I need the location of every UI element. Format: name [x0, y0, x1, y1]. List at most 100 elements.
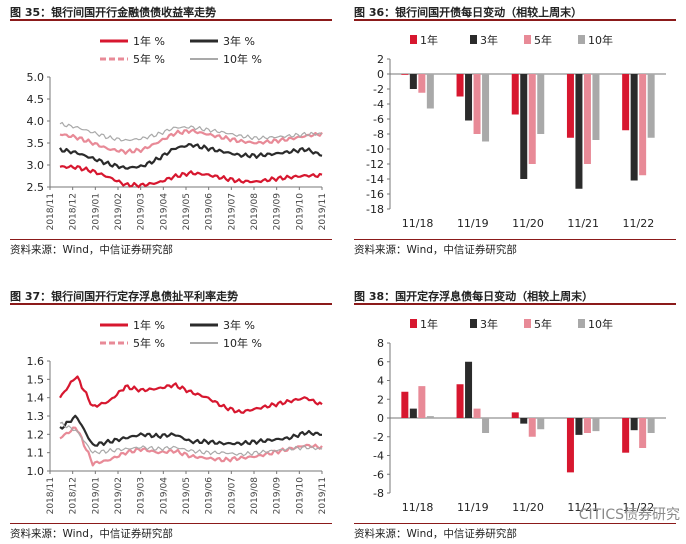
- fig37-x-tick-label-6: 2019/05: [182, 477, 192, 514]
- fig36-legend-label-2: 5年: [534, 33, 552, 47]
- fig36-legend-swatch-2: [524, 35, 531, 44]
- fig36-bar-2-2: [528, 74, 536, 164]
- fig38-legend-label-0: 1年: [420, 317, 438, 331]
- fig35-x-tick-label-8: 2019/07: [227, 193, 237, 230]
- figure-37-title: 图 37：银行间国开行定存浮息债扯平利率走势: [10, 290, 239, 303]
- fig36-x-label-3: 11/21: [567, 217, 599, 230]
- fig36-bar-0-2: [418, 74, 426, 93]
- fig38-bar-2-2: [528, 418, 536, 437]
- fig35-x-tick-label-2: 2019/01: [91, 193, 101, 230]
- figure-37-title-rule: [10, 303, 332, 305]
- fig36-x-label-2: 11/20: [512, 217, 544, 230]
- fig38-legend-swatch-0: [410, 319, 417, 328]
- fig35-y-tick-label-4: 4.5: [27, 93, 45, 106]
- fig36-legend-label-0: 1年: [420, 33, 438, 47]
- fig36-y-tick-label-6: -10: [366, 143, 384, 156]
- fig36-bar-3-2: [583, 74, 591, 164]
- fig38-y-tick-label-0: 8: [377, 337, 384, 350]
- fig35-y-tick-label-0: 2.5: [27, 181, 45, 194]
- fig36-bar-2-0: [511, 74, 519, 115]
- fig37-x-tick-label-12: 2019/11: [318, 477, 328, 514]
- fig36-bar-3-0: [566, 74, 574, 138]
- fig38-x-label-1: 11/19: [457, 501, 489, 514]
- fig36-legend-swatch-1: [470, 35, 477, 44]
- fig36-y-tick-label-10: -18: [366, 203, 384, 216]
- fig37-x-tick-label-5: 2019/04: [159, 477, 169, 515]
- fig38-y-tick-label-5: -2: [373, 431, 384, 444]
- fig37-legend-label-0: 1年 %: [133, 318, 165, 332]
- figure-36-title: 图 36：银行间国开债每日变动（相较上周末）: [354, 6, 583, 19]
- fig37-y-tick-label-5: 1.5: [27, 373, 45, 386]
- fig38-x-label-4: 11/22: [623, 501, 655, 514]
- figure-38-chart: 1年 3年 5年 10年 8 6 4 2 0 -2 -4 -6 -8 11/18 11/19 11/20 11/…: [373, 317, 666, 514]
- figure-35-source-rule: [10, 239, 332, 240]
- fig36-bar-0-1: [409, 74, 417, 89]
- fig36-y-tick-label-8: -14: [366, 173, 384, 186]
- fig38-bar-1-2: [473, 408, 481, 418]
- fig38-x-label-2: 11/20: [512, 501, 544, 514]
- fig38-y-tick-label-8: -8: [373, 487, 384, 500]
- fig35-x-tick-label-4: 2019/03: [137, 193, 147, 230]
- fig37-x-tick-label-1: 2018/12: [69, 477, 79, 514]
- figure-36-source-rule: [354, 239, 676, 240]
- figure-37-panel: 图 37：银行间国开行定存浮息债扯平利率走势 1年 % 3年 % 5年 % 10年 %…: [10, 288, 332, 540]
- fig37-x-tick-label-11: 2019/10: [295, 477, 305, 515]
- fig36-bar-2-1: [520, 74, 528, 179]
- fig38-bar-4-1: [630, 418, 638, 431]
- fig36-bar-4-2: [639, 74, 647, 176]
- fig38-y-tick-label-3: 2: [377, 393, 384, 406]
- fig38-bar-4-0: [622, 418, 630, 453]
- figure-35-panel: 图 35：银行间国开行金融债债收益率走势 1年 % 3年 % 5年 % 10年 % 2.…: [10, 4, 332, 256]
- fig38-bar-2-0: [511, 412, 519, 418]
- fig37-series-line-0: [59, 375, 323, 414]
- fig38-bar-1-3: [482, 418, 490, 433]
- fig36-legend-label-3: 10年: [588, 33, 613, 47]
- fig35-y-tick-label-5: 5.0: [27, 71, 45, 84]
- fig36-bar-1-2: [473, 74, 481, 134]
- fig35-x-tick-label-1: 2018/12: [69, 193, 79, 230]
- fig37-x-tick-label-4: 2019/03: [137, 477, 147, 514]
- fig37-y-tick-label-0: 1.0: [27, 465, 45, 478]
- fig37-y-tick-label-4: 1.4: [27, 392, 45, 405]
- fig36-bar-2-3: [537, 74, 545, 134]
- fig36-bar-4-1: [630, 74, 638, 181]
- fig38-bar-1-1: [465, 361, 473, 418]
- figure-38-title-rule: [354, 303, 676, 305]
- fig38-x-label-0: 11/18: [402, 501, 434, 514]
- fig37-x-tick-label-8: 2019/07: [227, 477, 237, 514]
- fig36-bar-1-3: [482, 74, 490, 142]
- figure-35-title: 图 35：银行间国开行金融债债收益率走势: [10, 6, 217, 19]
- fig35-x-tick-label-9: 2019/08: [250, 193, 260, 231]
- fig37-series-line-3: [59, 421, 323, 457]
- fig36-bar-0-3: [426, 74, 434, 109]
- figure-38-source: 资料来源：Wind，中信证券研究部: [354, 528, 517, 540]
- figure-36-chart: 1年 3年 5年 10年 2 0 -2 -4 -6 -8 -10 -12 -14 -16 -18 11/18 1…: [366, 33, 666, 230]
- fig38-legend-swatch-3: [578, 319, 585, 328]
- figure-38-source-rule: [354, 523, 676, 524]
- fig37-y-tick-label-1: 1.1: [27, 447, 45, 460]
- fig38-y-tick-label-2: 4: [377, 375, 384, 388]
- fig37-legend-label-2: 5年 %: [133, 336, 165, 350]
- figure-37-source-rule: [10, 523, 332, 524]
- fig38-legend-label-1: 3年: [480, 317, 498, 331]
- figure-35-chart: 1年 % 3年 % 5年 % 10年 % 2.5 3.0 3.5 4.0 4.5 5.0 2018/…: [27, 34, 329, 231]
- fig38-bar-4-2: [639, 418, 647, 448]
- figure-37-source: 资料来源：Wind，中信证券研究部: [10, 528, 173, 540]
- fig35-x-tick-label-7: 2019/06: [205, 193, 215, 231]
- fig37-x-tick-label-2: 2019/01: [91, 477, 101, 514]
- fig36-legend-swatch-0: [410, 35, 417, 44]
- fig35-legend-label-0: 1年 %: [133, 34, 165, 48]
- fig38-bar-3-2: [583, 418, 591, 433]
- fig36-bar-1-1: [465, 74, 473, 121]
- fig35-y-tick-label-2: 3.5: [27, 137, 45, 150]
- fig37-series-line-2: [59, 426, 323, 467]
- fig36-x-label-1: 11/19: [457, 217, 489, 230]
- fig36-bar-1-0: [456, 74, 464, 97]
- figure-38-panel: 图 38：国开定存浮息债每日变动（相较上周末） 1年 3年 5年 10年 8 6 4 2 0 -2…: [354, 288, 676, 540]
- figure-36-panel: 图 36：银行间国开债每日变动（相较上周末） 1年 3年 5年 10年 2 0 -2 -4 -6…: [354, 4, 676, 256]
- fig37-series-line-1: [59, 414, 322, 447]
- fig38-legend-swatch-2: [524, 319, 531, 328]
- fig37-legend-label-1: 3年 %: [223, 318, 255, 332]
- fig36-bar-4-0: [622, 74, 630, 131]
- fig35-x-tick-label-12: 2019/11: [318, 193, 328, 230]
